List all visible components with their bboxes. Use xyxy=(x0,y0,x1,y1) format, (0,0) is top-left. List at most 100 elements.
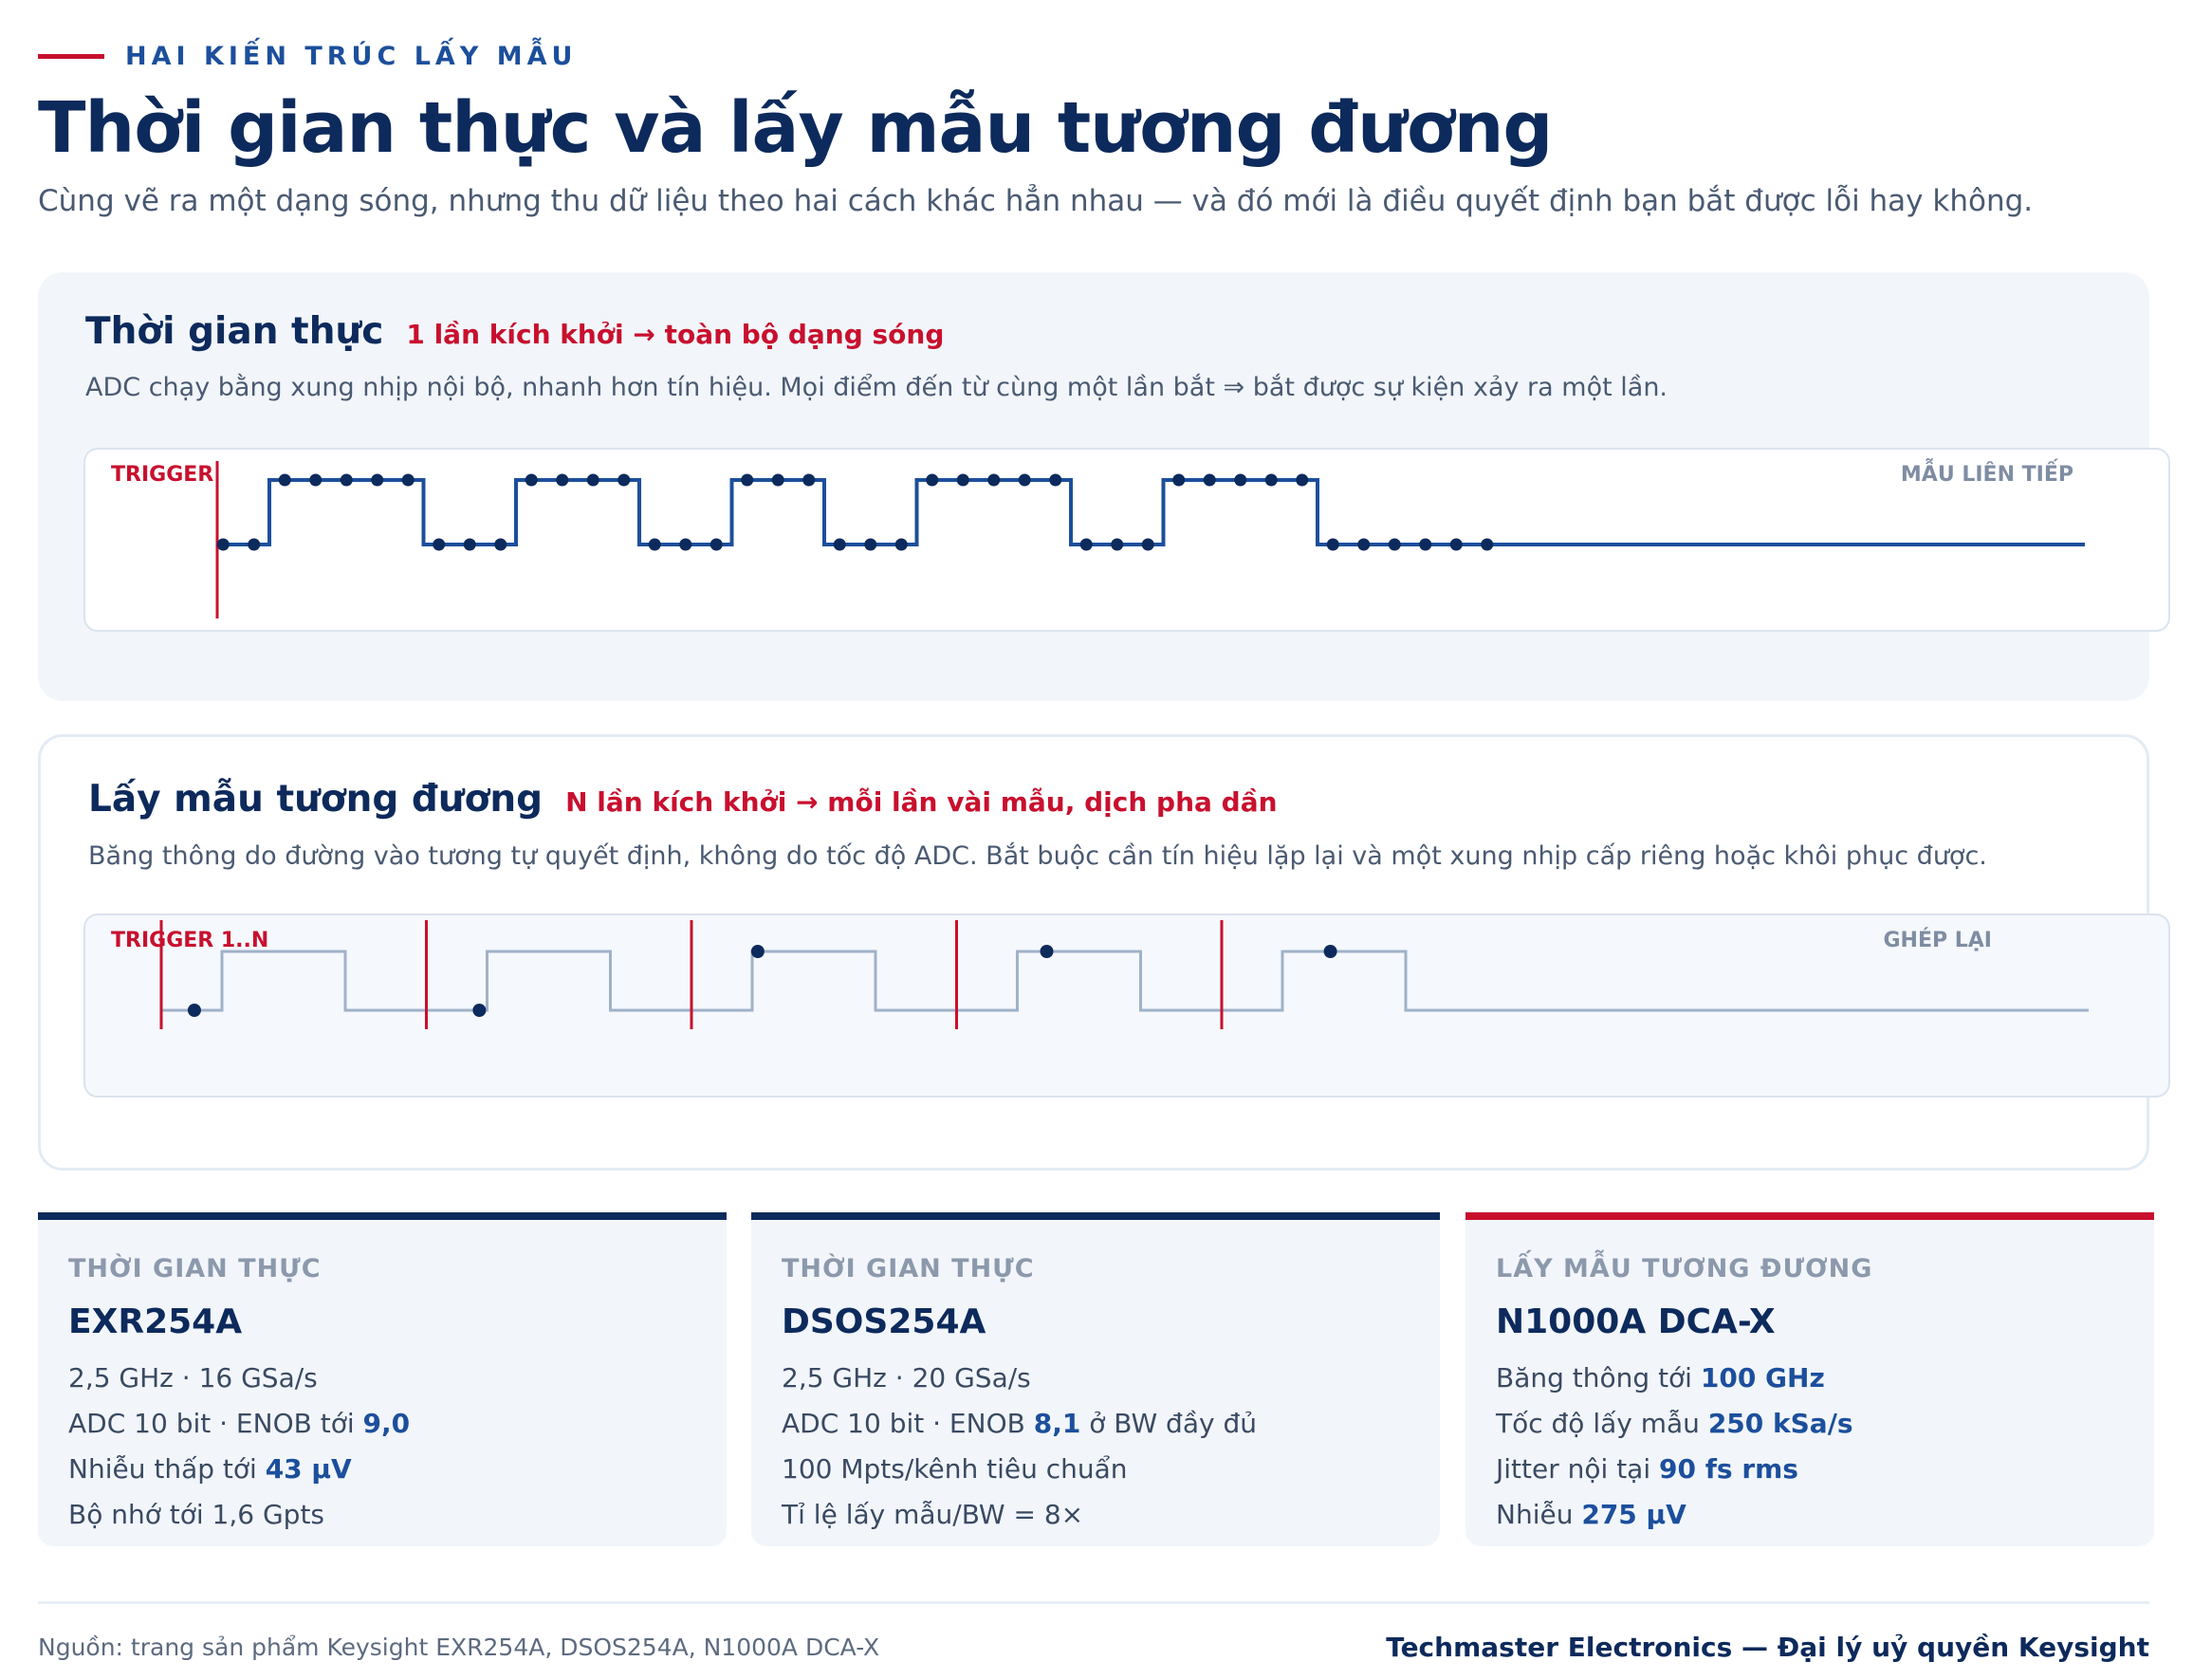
realtime-sample-point xyxy=(833,538,846,551)
card-spec-list: Băng thông tới 100 GHz Tốc độ lấy mẫu 250… xyxy=(1496,1356,1853,1538)
realtime-sample-point xyxy=(1203,473,1216,487)
card-spec-line: Tốc độ lấy mẫu 250 kSa/s xyxy=(1496,1401,1853,1447)
spec-text: Bộ nhớ tới 1,6 Gpts xyxy=(68,1499,325,1530)
equivalent-title: Lấy mẫu tương đương xyxy=(88,778,544,821)
realtime-sample-point xyxy=(648,538,661,551)
page-subtitle: Cùng vẽ ra một dạng sóng, nhưng thu dữ l… xyxy=(38,184,2034,218)
card-spec-line: ADC 10 bit · ENOB 8,1 ở BW đầy đủ xyxy=(782,1401,1257,1447)
card-spec-line: Bộ nhớ tới 1,6 Gpts xyxy=(68,1492,410,1538)
equivalent-sample-point xyxy=(750,945,765,958)
product-card-n1000a: LẤY MẪU TƯƠNG ĐƯƠNG N1000A DCA-X Băng th… xyxy=(1465,1212,2154,1546)
equivalent-signal-segment xyxy=(161,950,427,1012)
footer-source: Nguồn: trang sản phẩm Keysight EXR254A, … xyxy=(38,1634,880,1661)
realtime-diagram: TRIGGER MẪU LIÊN TIẾP xyxy=(83,448,2170,632)
product-card-dsos254a: THỜI GIAN THỰC DSOS254A 2,5 GHz · 20 GSa… xyxy=(751,1212,1440,1546)
realtime-sample-point xyxy=(926,473,939,487)
realtime-sample-point xyxy=(617,473,631,487)
equivalent-diagram-frame xyxy=(83,914,2170,1098)
card-model-name: DSOS254A xyxy=(782,1302,986,1341)
equivalent-signal-segment xyxy=(691,950,957,1012)
realtime-sample-point xyxy=(1264,473,1278,487)
realtime-signal-trace xyxy=(223,478,2085,546)
realtime-sample-point xyxy=(1172,473,1186,487)
realtime-sample-point xyxy=(741,473,754,487)
spec-highlight: 250 kSa/s xyxy=(1707,1408,1853,1439)
realtime-sample-point xyxy=(1449,538,1463,551)
equivalent-tag: N lần kích khởi → mỗi lần vài mẫu, dịch … xyxy=(565,786,1278,818)
equivalent-sample-point xyxy=(472,1004,487,1017)
realtime-sample-point xyxy=(216,538,230,551)
eyebrow-text: HAI KIẾN TRÚC LẤY MẪU xyxy=(125,42,578,71)
spec-text: 100 Mpts/kênh tiêu chuẩn xyxy=(782,1453,1128,1485)
realtime-sample-point xyxy=(1388,538,1401,551)
realtime-tag: 1 lần kích khởi → toàn bộ dạng sóng xyxy=(406,319,945,350)
realtime-sample-point xyxy=(1079,538,1093,551)
realtime-sample-point xyxy=(864,538,877,551)
realtime-description: ADC chạy bằng xung nhịp nội bộ, nhanh hơ… xyxy=(85,373,1668,402)
realtime-sample-point xyxy=(401,473,415,487)
card-spec-list: 2,5 GHz · 16 GSa/s ADC 10 bit · ENOB tới … xyxy=(68,1356,410,1538)
realtime-diagram-frame xyxy=(83,448,2170,632)
realtime-heading: Thời gian thực 1 lần kích khởi → toàn bộ… xyxy=(85,310,944,353)
equivalent-diagram: TRIGGER 1..N GHÉP LẠI xyxy=(83,914,2170,1098)
card-spec-line: 2,5 GHz · 20 GSa/s xyxy=(782,1356,1257,1401)
card-spec-line: Nhiễu 275 µV xyxy=(1496,1492,1853,1538)
realtime-sample-point xyxy=(494,538,507,551)
realtime-sample-point xyxy=(894,538,908,551)
card-spec-line: 100 Mpts/kênh tiêu chuẩn xyxy=(782,1447,1257,1492)
card-category: LẤY MẪU TƯƠNG ĐƯƠNG xyxy=(1496,1254,1873,1283)
page-title: Thời gian thực và lấy mẫu tương đương xyxy=(38,87,1553,169)
footer-divider xyxy=(38,1601,2149,1604)
equivalent-sample-point xyxy=(187,1004,201,1017)
card-spec-line: Jitter nội tại 90 fs rms xyxy=(1496,1447,1853,1492)
spec-text: ADC 10 bit · ENOB xyxy=(782,1408,1034,1439)
equivalent-sample-point xyxy=(1040,945,1054,958)
realtime-trigger-label: TRIGGER xyxy=(111,463,213,487)
spec-text: Tỉ lệ lấy mẫu/BW = 8× xyxy=(782,1499,1084,1530)
equivalent-sample-point xyxy=(1323,945,1337,958)
equivalent-samples xyxy=(187,945,1337,1017)
spec-text: 2,5 GHz · 16 GSa/s xyxy=(68,1362,318,1394)
equivalent-signal-segment xyxy=(956,950,1222,1012)
spec-highlight: 8,1 xyxy=(1033,1408,1081,1439)
realtime-sample-point xyxy=(433,538,446,551)
spec-text: Tốc độ lấy mẫu xyxy=(1496,1408,1708,1439)
equivalent-trigger-label: TRIGGER 1..N xyxy=(111,929,268,952)
realtime-sample-point xyxy=(1111,538,1124,551)
equivalent-heading: Lấy mẫu tương đương N lần kích khởi → mỗ… xyxy=(88,778,1278,821)
realtime-sample-point xyxy=(340,473,353,487)
realtime-sample-point xyxy=(278,473,291,487)
spec-text: 2,5 GHz · 20 GSa/s xyxy=(782,1362,1031,1394)
realtime-right-label: MẪU LIÊN TIẾP xyxy=(1901,459,2073,487)
eyebrow: HAI KIẾN TRÚC LẤY MẪU xyxy=(38,42,577,71)
realtime-samples xyxy=(216,473,1494,551)
realtime-sample-point xyxy=(1481,538,1494,551)
realtime-sample-point xyxy=(525,473,538,487)
card-spec-line: Băng thông tới 100 GHz xyxy=(1496,1356,1853,1401)
realtime-sample-point xyxy=(586,473,599,487)
spec-text: Jitter nội tại xyxy=(1496,1453,1660,1485)
realtime-sample-point xyxy=(679,538,692,551)
equivalent-description: Băng thông do đường vào tương tự quyết đ… xyxy=(88,841,1987,871)
equivalent-signal-segment xyxy=(1222,950,2089,1012)
realtime-title: Thời gian thực xyxy=(85,310,384,353)
card-spec-line: Tỉ lệ lấy mẫu/BW = 8× xyxy=(782,1492,1257,1538)
realtime-sample-point xyxy=(802,473,816,487)
realtime-sample-point xyxy=(248,538,261,551)
equivalent-right-label: GHÉP LẠI xyxy=(1883,928,1992,952)
spec-text: ở BW đầy đủ xyxy=(1080,1408,1257,1439)
realtime-sample-point xyxy=(1018,473,1031,487)
realtime-sample-point xyxy=(1049,473,1062,487)
equivalent-trigger-lines xyxy=(159,920,1224,1029)
eyebrow-accent-bar xyxy=(38,54,104,59)
spec-text: Băng thông tới xyxy=(1496,1362,1701,1394)
realtime-sample-point xyxy=(771,473,784,487)
card-spec-line: Nhiễu thấp tới 43 µV xyxy=(68,1447,410,1492)
spec-text: Nhiễu thấp tới xyxy=(68,1453,266,1485)
realtime-sample-point xyxy=(1234,473,1247,487)
card-spec-list: 2,5 GHz · 20 GSa/s ADC 10 bit · ENOB 8,1 … xyxy=(782,1356,1257,1538)
spec-text: Nhiễu xyxy=(1496,1499,1582,1530)
footer-brand: Techmaster Electronics — Đại lý uỷ quyền… xyxy=(1386,1632,2149,1663)
realtime-sample-point xyxy=(1141,538,1154,551)
realtime-sample-point xyxy=(556,473,569,487)
